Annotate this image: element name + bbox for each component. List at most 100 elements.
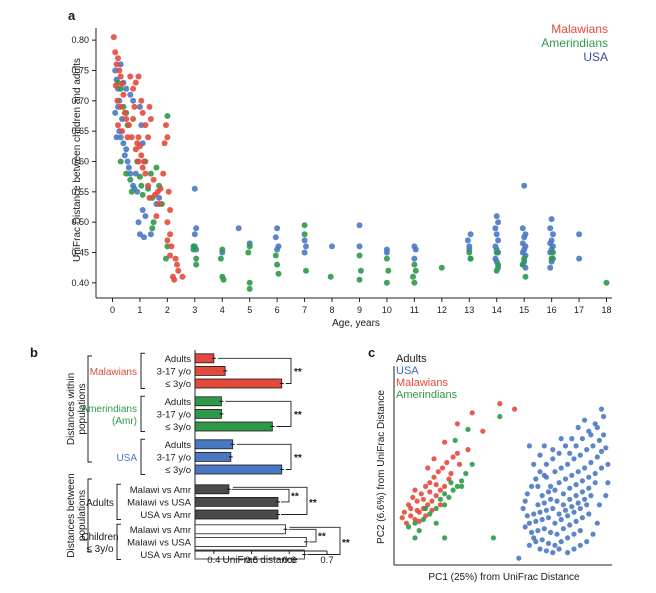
data-point-amerindians xyxy=(548,255,555,262)
data-point-malawians xyxy=(433,482,439,488)
group-label: ≤ 3y/o xyxy=(86,544,114,555)
data-point-usa xyxy=(193,225,200,232)
data-point-usa xyxy=(560,526,567,532)
data-point-usa xyxy=(552,487,558,493)
data-point-amerindians xyxy=(164,113,171,119)
data-point-amerindians xyxy=(493,249,500,256)
data-point-usa xyxy=(552,520,558,526)
panel-c-xlabel: PC1 (25%) from UniFrac Distance xyxy=(428,572,580,583)
bar xyxy=(194,353,215,364)
data-point-amerindians xyxy=(469,461,475,467)
data-point-amerindians xyxy=(437,496,443,502)
data-point-amerindians xyxy=(190,246,197,253)
data-point-malawians xyxy=(135,73,142,80)
sig-bracket xyxy=(288,528,317,543)
data-point-usa xyxy=(590,443,596,449)
group-label: (Amr) xyxy=(112,416,137,427)
sig-bracket xyxy=(289,526,341,555)
data-point-usa xyxy=(603,493,609,499)
data-point-usa xyxy=(412,246,419,253)
data-point-malawians xyxy=(425,465,431,471)
data-point-amerindians xyxy=(420,516,426,523)
data-point-malawians xyxy=(163,122,169,129)
data-point-usa xyxy=(584,447,590,453)
data-point-usa xyxy=(529,529,535,536)
bar xyxy=(194,464,283,475)
data-point-amerindians xyxy=(448,480,454,486)
section-bracket xyxy=(87,478,92,553)
data-point-usa xyxy=(533,476,539,482)
data-point-usa xyxy=(554,531,560,537)
data-point-malawians xyxy=(423,483,429,489)
data-point-malawians xyxy=(437,502,443,508)
data-point-usa xyxy=(556,480,562,486)
data-point-malawians xyxy=(136,143,143,150)
data-point-usa xyxy=(562,507,569,513)
bar-label: USA vs Amr xyxy=(140,510,191,521)
data-point-malawians xyxy=(117,103,124,110)
panel-a-legend: Malawians Amerindians USA xyxy=(541,22,608,64)
data-point-usa xyxy=(556,450,562,456)
data-point-usa xyxy=(121,152,128,159)
y-tick-label: 0.50 xyxy=(71,217,89,227)
data-point-usa xyxy=(464,237,471,244)
data-point-amerindians xyxy=(164,243,171,250)
data-point-usa xyxy=(543,461,550,467)
data-point-usa xyxy=(495,219,502,226)
data-point-usa xyxy=(529,483,535,489)
data-point-amerindians xyxy=(459,478,465,484)
data-point-amerindians xyxy=(383,255,390,262)
data-point-amerindians xyxy=(466,249,473,256)
data-point-malawians xyxy=(119,128,126,135)
y-tick-label: 0.45 xyxy=(71,247,89,257)
data-point-malawians xyxy=(123,116,130,122)
data-point-usa xyxy=(274,246,281,253)
data-point-malawians xyxy=(119,80,126,87)
group-label: Children xyxy=(81,532,118,543)
data-point-malawians xyxy=(442,483,448,489)
data-point-amerindians xyxy=(193,255,200,262)
data-point-usa xyxy=(569,436,575,442)
data-point-usa xyxy=(191,185,198,192)
data-point-usa xyxy=(548,496,554,502)
data-point-usa xyxy=(605,480,611,486)
data-point-usa xyxy=(556,511,562,517)
panel-c-points xyxy=(399,401,611,561)
group-bracket xyxy=(140,395,145,432)
data-point-usa xyxy=(588,459,594,466)
data-point-malawians xyxy=(146,194,153,201)
bar-label: Malawi vs Amr xyxy=(130,485,191,496)
data-point-malawians xyxy=(145,182,152,189)
data-point-usa xyxy=(558,465,564,471)
data-point-amerindians xyxy=(301,222,308,229)
data-point-usa xyxy=(582,417,588,423)
data-point-usa xyxy=(124,158,131,165)
data-point-amerindians xyxy=(385,267,392,274)
legend-malawians: Malawians xyxy=(551,22,608,36)
data-point-usa xyxy=(356,222,363,229)
data-point-malawians xyxy=(147,116,154,122)
bar xyxy=(194,408,222,419)
data-point-malawians xyxy=(469,410,475,416)
data-point-amerindians xyxy=(459,483,465,489)
data-point-malawians xyxy=(130,85,137,92)
bar-label: Adults xyxy=(165,354,192,365)
data-point-malawians xyxy=(167,207,174,213)
data-point-malawians xyxy=(444,459,450,466)
panel-b-xlabel: UniFrac distance xyxy=(222,555,297,566)
bar-label: 3-17 y/o xyxy=(157,452,191,463)
data-point-usa xyxy=(565,461,571,467)
data-point-usa xyxy=(383,249,390,256)
data-point-usa xyxy=(112,109,119,116)
data-point-usa xyxy=(492,225,499,232)
data-point-usa xyxy=(545,489,552,495)
legend-c-malawians: Malawians xyxy=(396,377,448,389)
panel-b-label: b xyxy=(30,345,38,360)
data-point-amerindians xyxy=(454,483,460,489)
data-point-usa xyxy=(558,539,564,545)
data-point-amerindians xyxy=(412,535,418,541)
data-point-amerindians xyxy=(442,491,448,497)
data-point-amerindians xyxy=(138,182,145,189)
data-point-malawians xyxy=(454,421,460,427)
data-point-usa xyxy=(235,225,242,232)
